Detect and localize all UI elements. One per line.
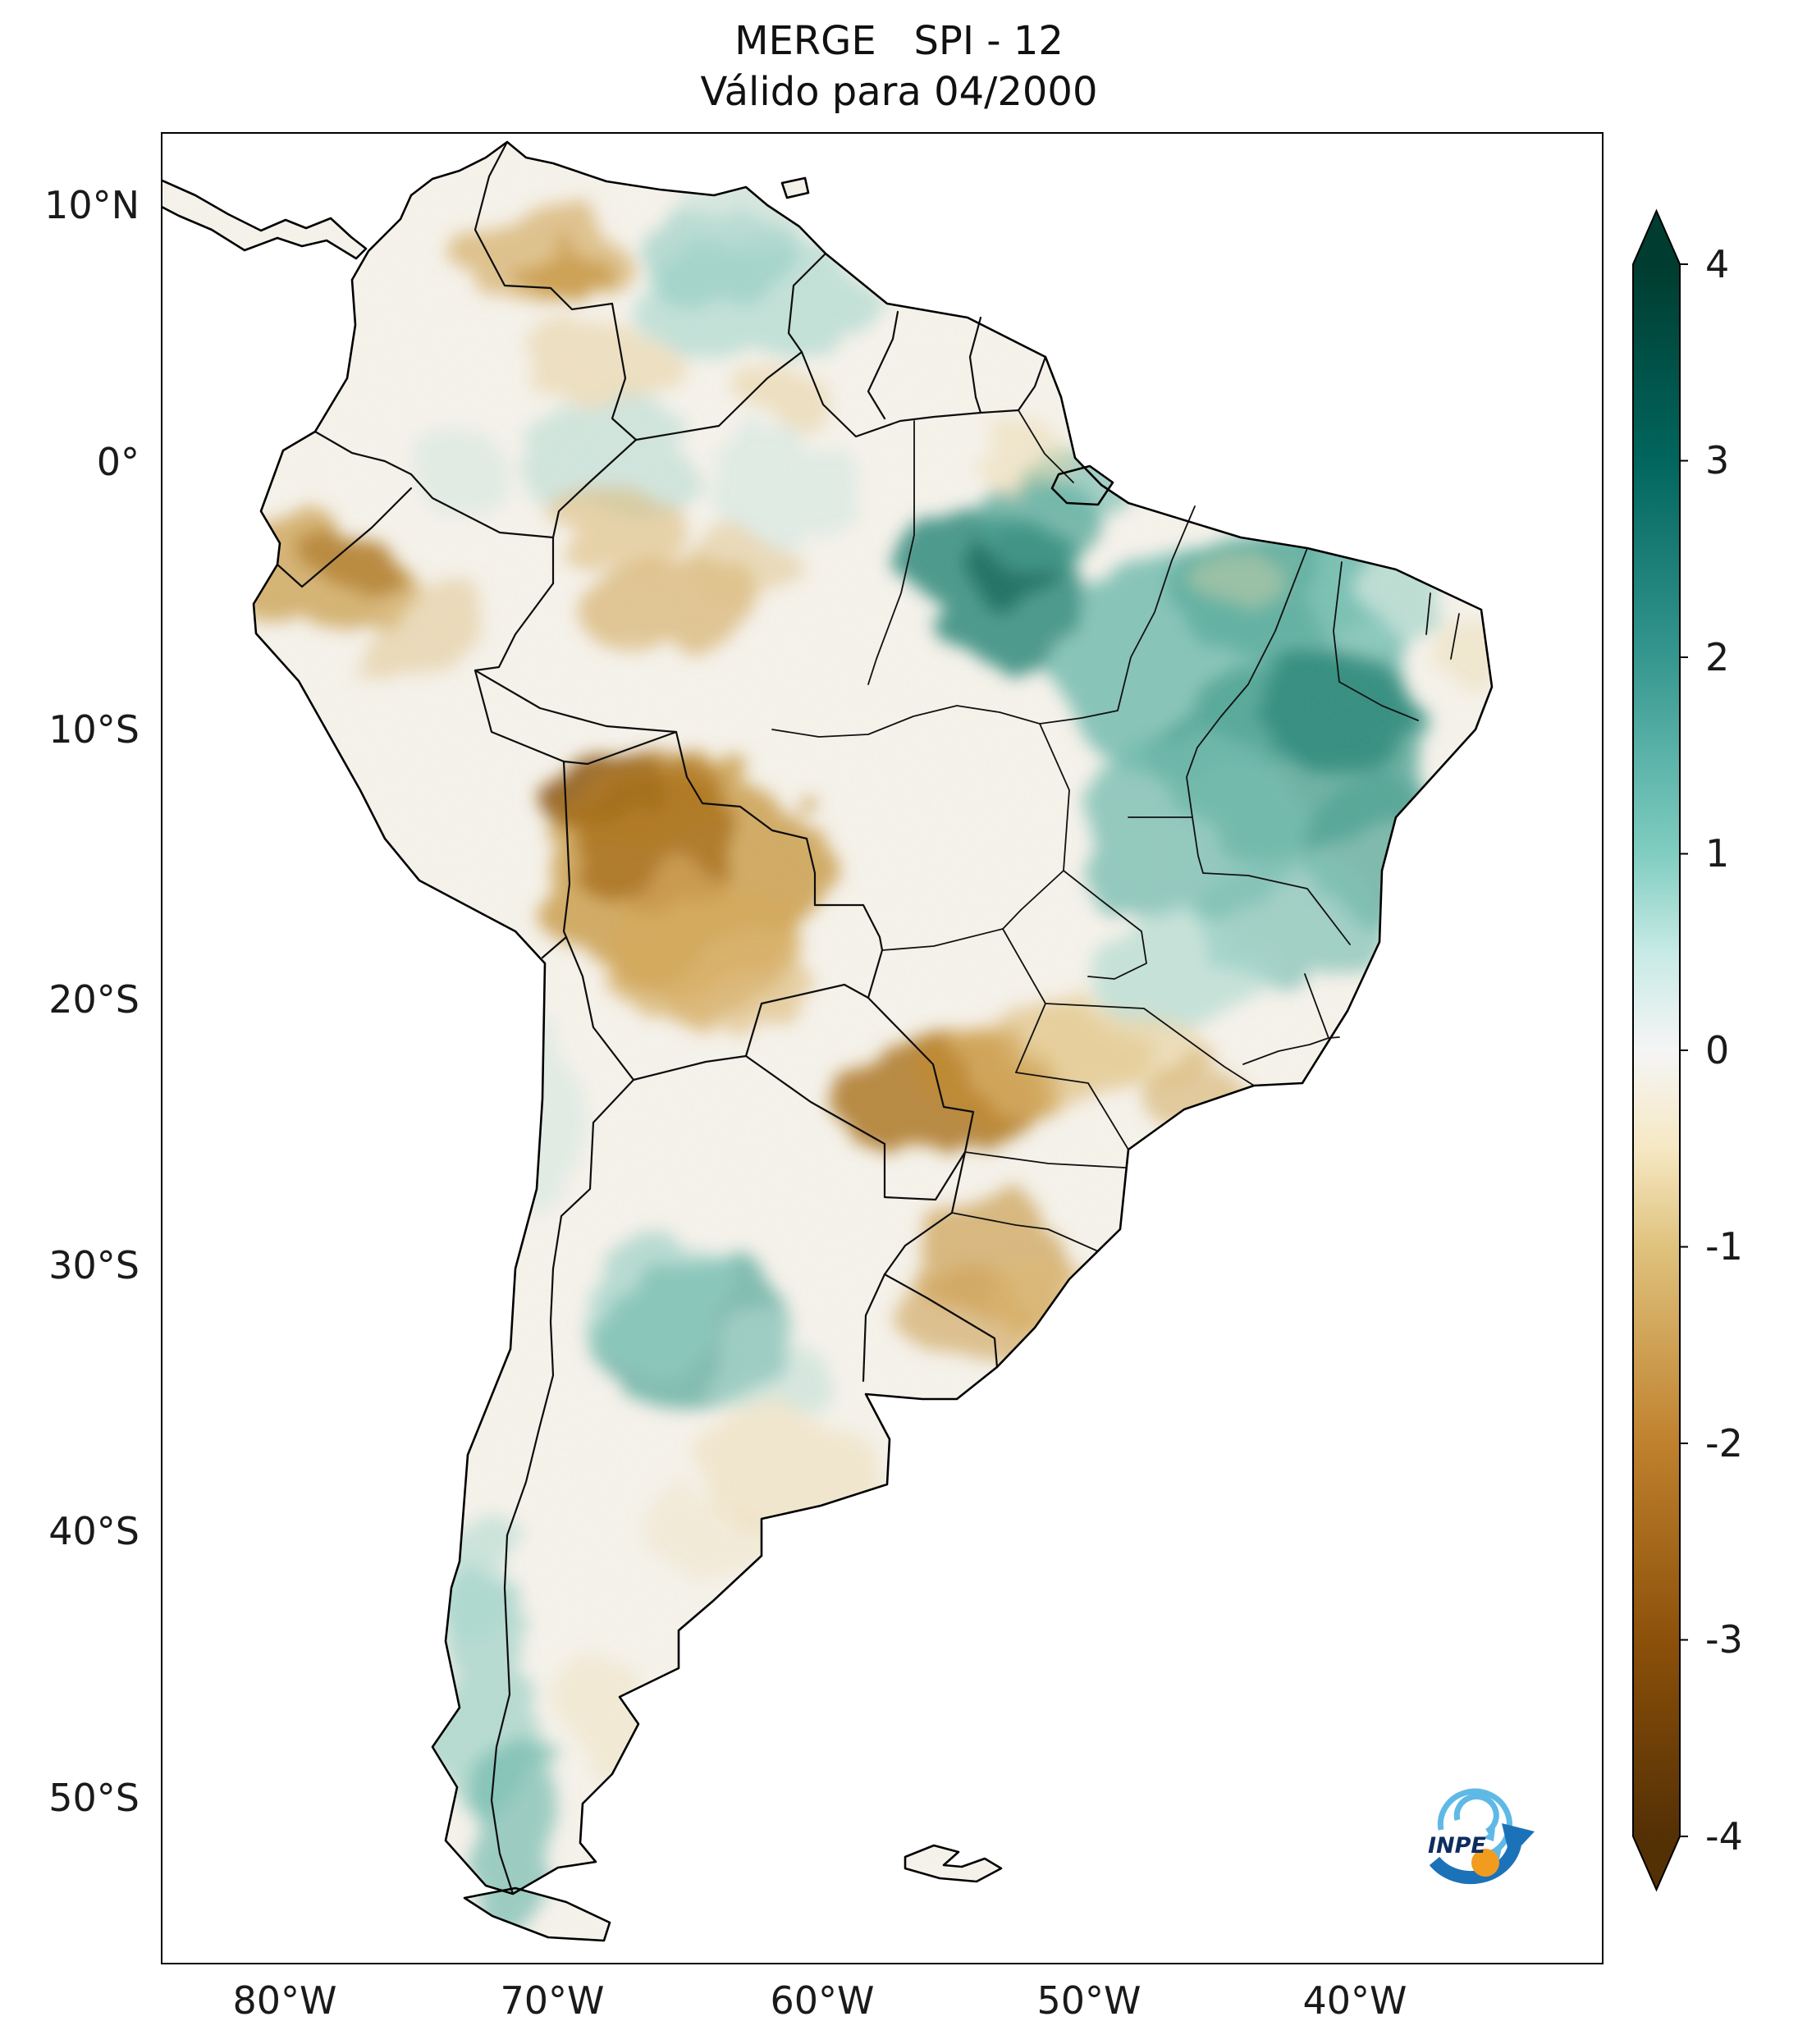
inpe-logo: INPE [1410,1756,1558,1904]
x-tick-70w: 70°W [500,1978,605,2023]
state-borders [771,409,1460,1251]
cb-tick-m3: -3 [1705,1617,1743,1662]
y-tick-0: 0° [96,440,140,484]
y-tick-30s: 30°S [48,1243,140,1287]
map-plot-area [161,132,1604,1964]
y-tick-20s: 20°S [48,977,140,1022]
x-tick-60w: 60°W [770,1978,875,2023]
cb-tick-1: 1 [1705,831,1730,876]
cb-tick-m2: -2 [1705,1421,1743,1466]
colorbar [1629,197,1752,1928]
figure-subtitle: Válido para 04/2000 [700,69,1098,115]
colorbar-bar [1632,208,1681,1892]
figure-title: MERGE SPI - 12 [734,18,1064,64]
cb-tick-3: 3 [1705,438,1730,482]
cb-tick-m4: -4 [1705,1814,1743,1859]
country-borders [276,140,1047,1895]
colorbar-tick-marks [1680,263,1688,1837]
cb-tick-4: 4 [1705,242,1730,286]
inpe-logo-graphic: INPE [1428,1788,1535,1885]
y-tick-10s: 10°S [48,707,140,752]
y-tick-50s: 50°S [48,1776,140,1820]
cb-tick-2: 2 [1705,635,1730,679]
x-tick-50w: 50°W [1036,1978,1141,2023]
south-america-spi-map [162,140,1494,1942]
spi-raster-layer [162,142,1492,1941]
cb-tick-m1: -1 [1705,1224,1743,1269]
colorbar-gradient [1632,208,1688,1892]
x-tick-40w: 40°W [1302,1978,1407,2023]
cb-tick-0: 0 [1705,1028,1730,1072]
y-tick-10n: 10°N [44,183,140,227]
y-tick-40s: 40°S [48,1509,140,1553]
inpe-logo-text: INPE [1428,1833,1486,1859]
x-tick-80w: 80°W [232,1978,337,2023]
